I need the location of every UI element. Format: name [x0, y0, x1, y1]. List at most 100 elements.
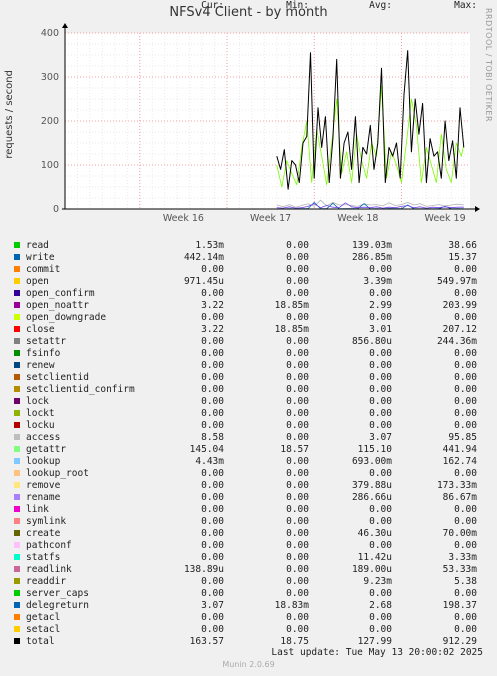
legend-max-value: 173.33m [436, 480, 477, 491]
legend-avg-value: 0.00 [369, 312, 392, 323]
legend-swatch [14, 638, 20, 644]
legend-swatch [14, 482, 20, 488]
legend-swatch [14, 290, 20, 296]
legend-max-value: 38.66 [448, 240, 477, 251]
legend-max-value: 53.33m [442, 564, 477, 575]
legend-cur-value: 3.22 [201, 324, 224, 335]
legend-min-value: 0.00 [286, 264, 309, 275]
x-axis-arrow [475, 206, 480, 212]
legend-series-name: remove [26, 480, 61, 491]
legend-swatch [14, 554, 20, 560]
legend-avg-value: 2.68 [369, 600, 392, 611]
legend-series-name: lookup [26, 456, 61, 467]
legend-avg-value: 286.66u [351, 492, 392, 503]
legend-max-value: 549.97m [436, 276, 477, 287]
legend-swatch [14, 578, 20, 584]
legend-min-value: 0.00 [286, 420, 309, 431]
legend-row: open 971.45u 0.00 3.39m 549.97m [0, 276, 497, 288]
legend-cur-value: 0.00 [201, 576, 224, 587]
legend-cur-value: 0.00 [201, 348, 224, 359]
legend-min-value: 0.00 [286, 612, 309, 623]
legend-row: lookup 4.43m 0.00 693.00m 162.74 [0, 456, 497, 468]
legend-min-value: 0.00 [286, 396, 309, 407]
legend-swatch [14, 338, 20, 344]
legend-min-value: 0.00 [286, 312, 309, 323]
legend-avg-value: 189.00u [351, 564, 392, 575]
x-tick-label: Week 18 [337, 213, 378, 224]
legend-avg-value: 0.00 [369, 516, 392, 527]
legend-cur-value: 3.07 [201, 600, 224, 611]
legend-avg-value: 3.07 [369, 432, 392, 443]
legend-swatch [14, 530, 20, 536]
legend-cur-value: 442.14m [183, 252, 224, 263]
legend-row: total 163.57 18.75 127.99 912.29 [0, 636, 497, 648]
legend-min-value: 0.00 [286, 564, 309, 575]
legend-min-value: 0.00 [286, 516, 309, 527]
legend-series-name: create [26, 528, 61, 539]
legend-cur-value: 0.00 [201, 504, 224, 515]
legend-max-value: 0.00 [454, 420, 477, 431]
legend-swatch [14, 590, 20, 596]
y-tick-label: 100 [41, 160, 59, 171]
legend-row: pathconf 0.00 0.00 0.00 0.00 [0, 540, 497, 552]
grid-lines [65, 32, 470, 209]
legend-max-value: 0.00 [454, 612, 477, 623]
y-tick-label: 400 [41, 28, 59, 39]
legend-min-value: 0.00 [286, 588, 309, 599]
legend-max-value: 207.12 [442, 324, 477, 335]
legend-avg-value: 9.23m [363, 576, 392, 587]
legend-row: readdir 0.00 0.00 9.23m 5.38 [0, 576, 497, 588]
legend-swatch [14, 602, 20, 608]
legend-series-name: readdir [26, 576, 67, 587]
legend-avg-value: 2.99 [369, 300, 392, 311]
legend-avg-value: 0.00 [369, 468, 392, 479]
legend-swatch [14, 494, 20, 500]
legend-cur-value: 163.57 [189, 636, 224, 647]
legend-row: close 3.22 18.85m 3.01 207.12 [0, 324, 497, 336]
legend-row: setattr 0.00 0.00 856.80u 244.36m [0, 336, 497, 348]
legend-header-cur: Cur: [201, 0, 224, 11]
legend-avg-value: 139.03m [351, 240, 392, 251]
legend-cur-value: 0.00 [201, 540, 224, 551]
legend-series-name: getacl [26, 612, 61, 623]
legend-row: lookup_root 0.00 0.00 0.00 0.00 [0, 468, 497, 480]
legend-avg-value: 379.88u [351, 480, 392, 491]
series-total-line [276, 50, 465, 190]
legend-avg-value: 0.00 [369, 588, 392, 599]
legend-cur-value: 0.00 [201, 528, 224, 539]
legend-row: rename 0.00 0.00 286.66u 86.67m [0, 492, 497, 504]
legend-series-name: open_downgrade [26, 312, 107, 323]
legend-swatch [14, 614, 20, 620]
legend-min-value: 0.00 [286, 540, 309, 551]
legend-row: getattr 145.04 18.57 115.10 441.94 [0, 444, 497, 456]
legend-max-value: 203.99 [442, 300, 477, 311]
legend-swatch [14, 242, 20, 248]
legend-swatch [14, 506, 20, 512]
legend-row: locku 0.00 0.00 0.00 0.00 [0, 420, 497, 432]
legend-row: getacl 0.00 0.00 0.00 0.00 [0, 612, 497, 624]
legend-max-value: 0.00 [454, 504, 477, 515]
legend-max-value: 912.29 [442, 636, 477, 647]
legend-min-value: 18.75 [280, 636, 309, 647]
legend-series-name: open_noattr [26, 300, 89, 311]
legend-avg-value: 115.10 [357, 444, 392, 455]
last-update: Last update: Tue May 13 20:00:02 2025 [271, 647, 483, 658]
legend-cur-value: 0.00 [201, 624, 224, 635]
legend-row: setclientid_confirm 0.00 0.00 0.00 0.00 [0, 384, 497, 396]
legend-series-name: total [26, 636, 55, 647]
rrdtool-watermark: RRDTOOL / TOBI OETIKER [484, 8, 493, 123]
legend-series-name: access [26, 432, 61, 443]
y-tick-label: 0 [53, 204, 59, 215]
legend-min-value: 0.00 [286, 528, 309, 539]
legend-row: symlink 0.00 0.00 0.00 0.00 [0, 516, 497, 528]
legend-min-value: 0.00 [286, 384, 309, 395]
legend-max-value: 86.67m [442, 492, 477, 503]
legend-row: statfs 0.00 0.00 11.42u 3.33m [0, 552, 497, 564]
legend-series-name: setattr [26, 336, 67, 347]
legend-header-min: Min: [286, 0, 309, 11]
legend-max-value: 0.00 [454, 588, 477, 599]
y-axis-arrow [62, 23, 68, 28]
legend-swatch [14, 458, 20, 464]
legend-max-value: 0.00 [454, 372, 477, 383]
legend-avg-value: 46.30u [357, 528, 392, 539]
